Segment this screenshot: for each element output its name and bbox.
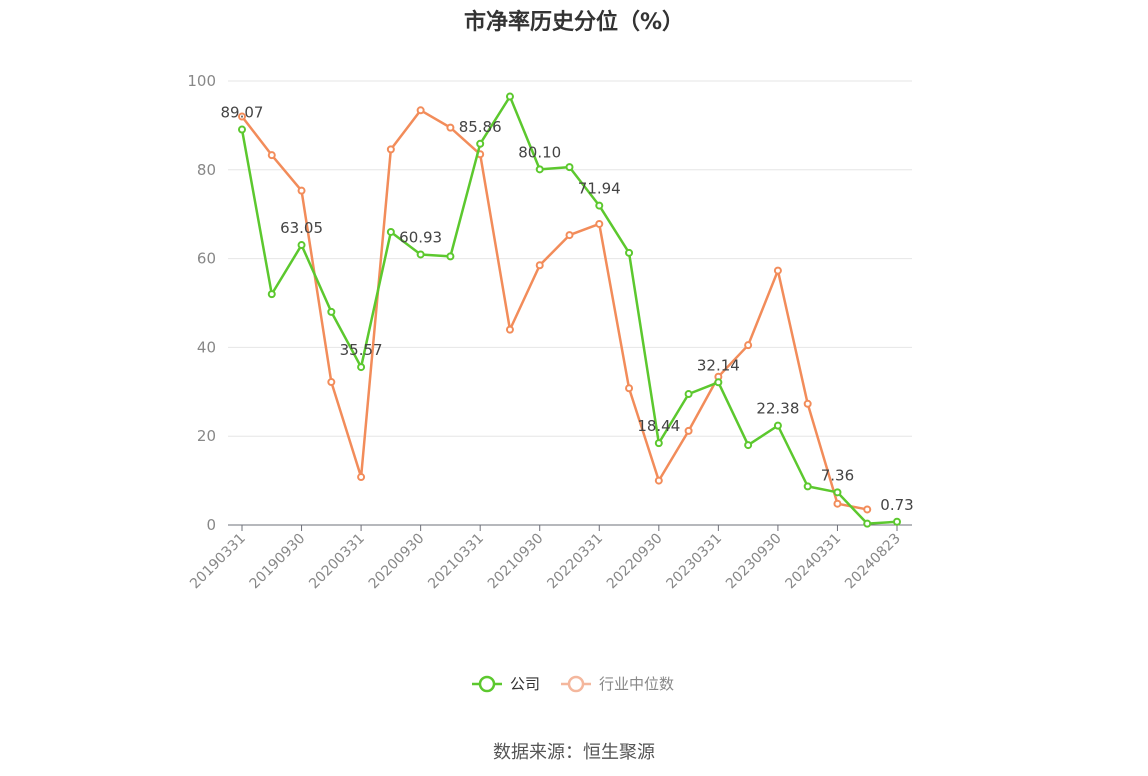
data-point[interactable] <box>386 227 395 236</box>
x-tick-label: 20220930 <box>604 531 666 593</box>
data-point[interactable] <box>595 201 604 210</box>
data-point[interactable] <box>357 363 366 372</box>
data-point[interactable] <box>505 325 514 334</box>
x-tick-label: 20230331 <box>663 531 725 593</box>
data-point[interactable] <box>565 163 574 172</box>
data-point[interactable] <box>833 499 842 508</box>
data-point[interactable] <box>386 145 395 154</box>
legend: 公司 行业中位数 <box>472 675 674 693</box>
data-point[interactable] <box>893 517 901 526</box>
data-label: 60.93 <box>399 228 442 246</box>
y-tick-label: 60 <box>197 250 216 268</box>
data-point[interactable] <box>505 92 514 101</box>
x-tick-label: 20210930 <box>485 531 547 593</box>
y-tick-label: 100 <box>187 72 216 90</box>
data-label: 7.36 <box>821 466 854 484</box>
series-lines <box>238 92 901 528</box>
data-point[interactable] <box>654 439 663 448</box>
data-point[interactable] <box>684 390 693 399</box>
x-tick-label: 20190930 <box>247 531 309 593</box>
data-point[interactable] <box>744 341 753 350</box>
x-tick-label: 20240331 <box>783 531 845 593</box>
data-point[interactable] <box>833 488 842 497</box>
data-label: 32.14 <box>697 356 740 374</box>
series-line-industry <box>241 109 868 511</box>
data-label: 0.73 <box>880 496 913 514</box>
data-point[interactable] <box>267 290 276 299</box>
data-point[interactable] <box>416 250 425 259</box>
legend-marker <box>567 675 585 693</box>
data-label: 35.57 <box>340 341 383 359</box>
data-label: 89.07 <box>221 104 264 122</box>
data-point[interactable] <box>267 151 276 160</box>
data-point[interactable] <box>654 476 663 485</box>
data-point[interactable] <box>327 378 336 387</box>
data-label: 22.38 <box>756 400 799 418</box>
legend-label: 公司 <box>510 675 540 693</box>
data-point[interactable] <box>863 519 872 528</box>
data-point[interactable] <box>238 125 246 134</box>
data-label: 71.94 <box>578 180 621 198</box>
data-labels: 89.07 63.05 35.57 60.93 85.86 80.10 71.94 18.44… <box>221 104 914 514</box>
data-point[interactable] <box>625 384 634 393</box>
data-point[interactable] <box>773 266 782 275</box>
x-tick-label: 20210331 <box>425 531 487 593</box>
data-label: 85.86 <box>459 118 502 136</box>
y-tick-label: 0 <box>206 516 216 534</box>
data-point[interactable] <box>684 426 693 435</box>
data-point[interactable] <box>595 219 604 228</box>
data-point[interactable] <box>416 106 425 115</box>
legend-item-company[interactable]: 公司 <box>472 675 540 693</box>
x-tick-label: 20230930 <box>723 531 785 593</box>
data-label: 80.10 <box>518 143 561 161</box>
data-point[interactable] <box>238 112 246 121</box>
data-label: 18.44 <box>637 417 680 435</box>
y-tick-label: 40 <box>197 338 216 356</box>
data-point[interactable] <box>773 421 782 430</box>
data-label: 63.05 <box>280 219 323 237</box>
data-point[interactable] <box>714 378 723 387</box>
data-point[interactable] <box>446 252 455 261</box>
data-point[interactable] <box>863 505 872 514</box>
x-tick-label: 20190331 <box>187 531 249 593</box>
legend-marker <box>478 675 496 693</box>
y-tick-label: 20 <box>197 427 216 445</box>
data-point[interactable] <box>476 139 485 148</box>
source-note: 数据来源：恒生聚源 <box>493 742 655 763</box>
data-point[interactable] <box>297 186 306 195</box>
data-point[interactable] <box>803 399 812 408</box>
chart-title: 市净率历史分位（%） <box>463 10 685 35</box>
data-point[interactable] <box>357 473 366 482</box>
data-point[interactable] <box>446 123 455 132</box>
y-tick-label: 80 <box>197 161 216 179</box>
series-line-company <box>240 95 898 525</box>
data-point[interactable] <box>535 165 544 174</box>
data-point[interactable] <box>803 482 812 491</box>
data-point[interactable] <box>744 441 753 450</box>
data-point[interactable] <box>625 248 634 257</box>
legend-item-industry[interactable]: 行业中位数 <box>561 675 674 693</box>
data-point[interactable] <box>565 231 574 240</box>
data-point[interactable] <box>535 261 544 270</box>
x-tick-label: 20240823 <box>842 531 904 593</box>
data-point[interactable] <box>297 241 306 250</box>
x-tick-label: 20200930 <box>366 531 428 593</box>
x-tick-label: 20200331 <box>306 531 368 593</box>
legend-label: 行业中位数 <box>599 675 674 693</box>
x-tick-label: 20220331 <box>544 531 606 593</box>
data-point[interactable] <box>327 307 336 316</box>
